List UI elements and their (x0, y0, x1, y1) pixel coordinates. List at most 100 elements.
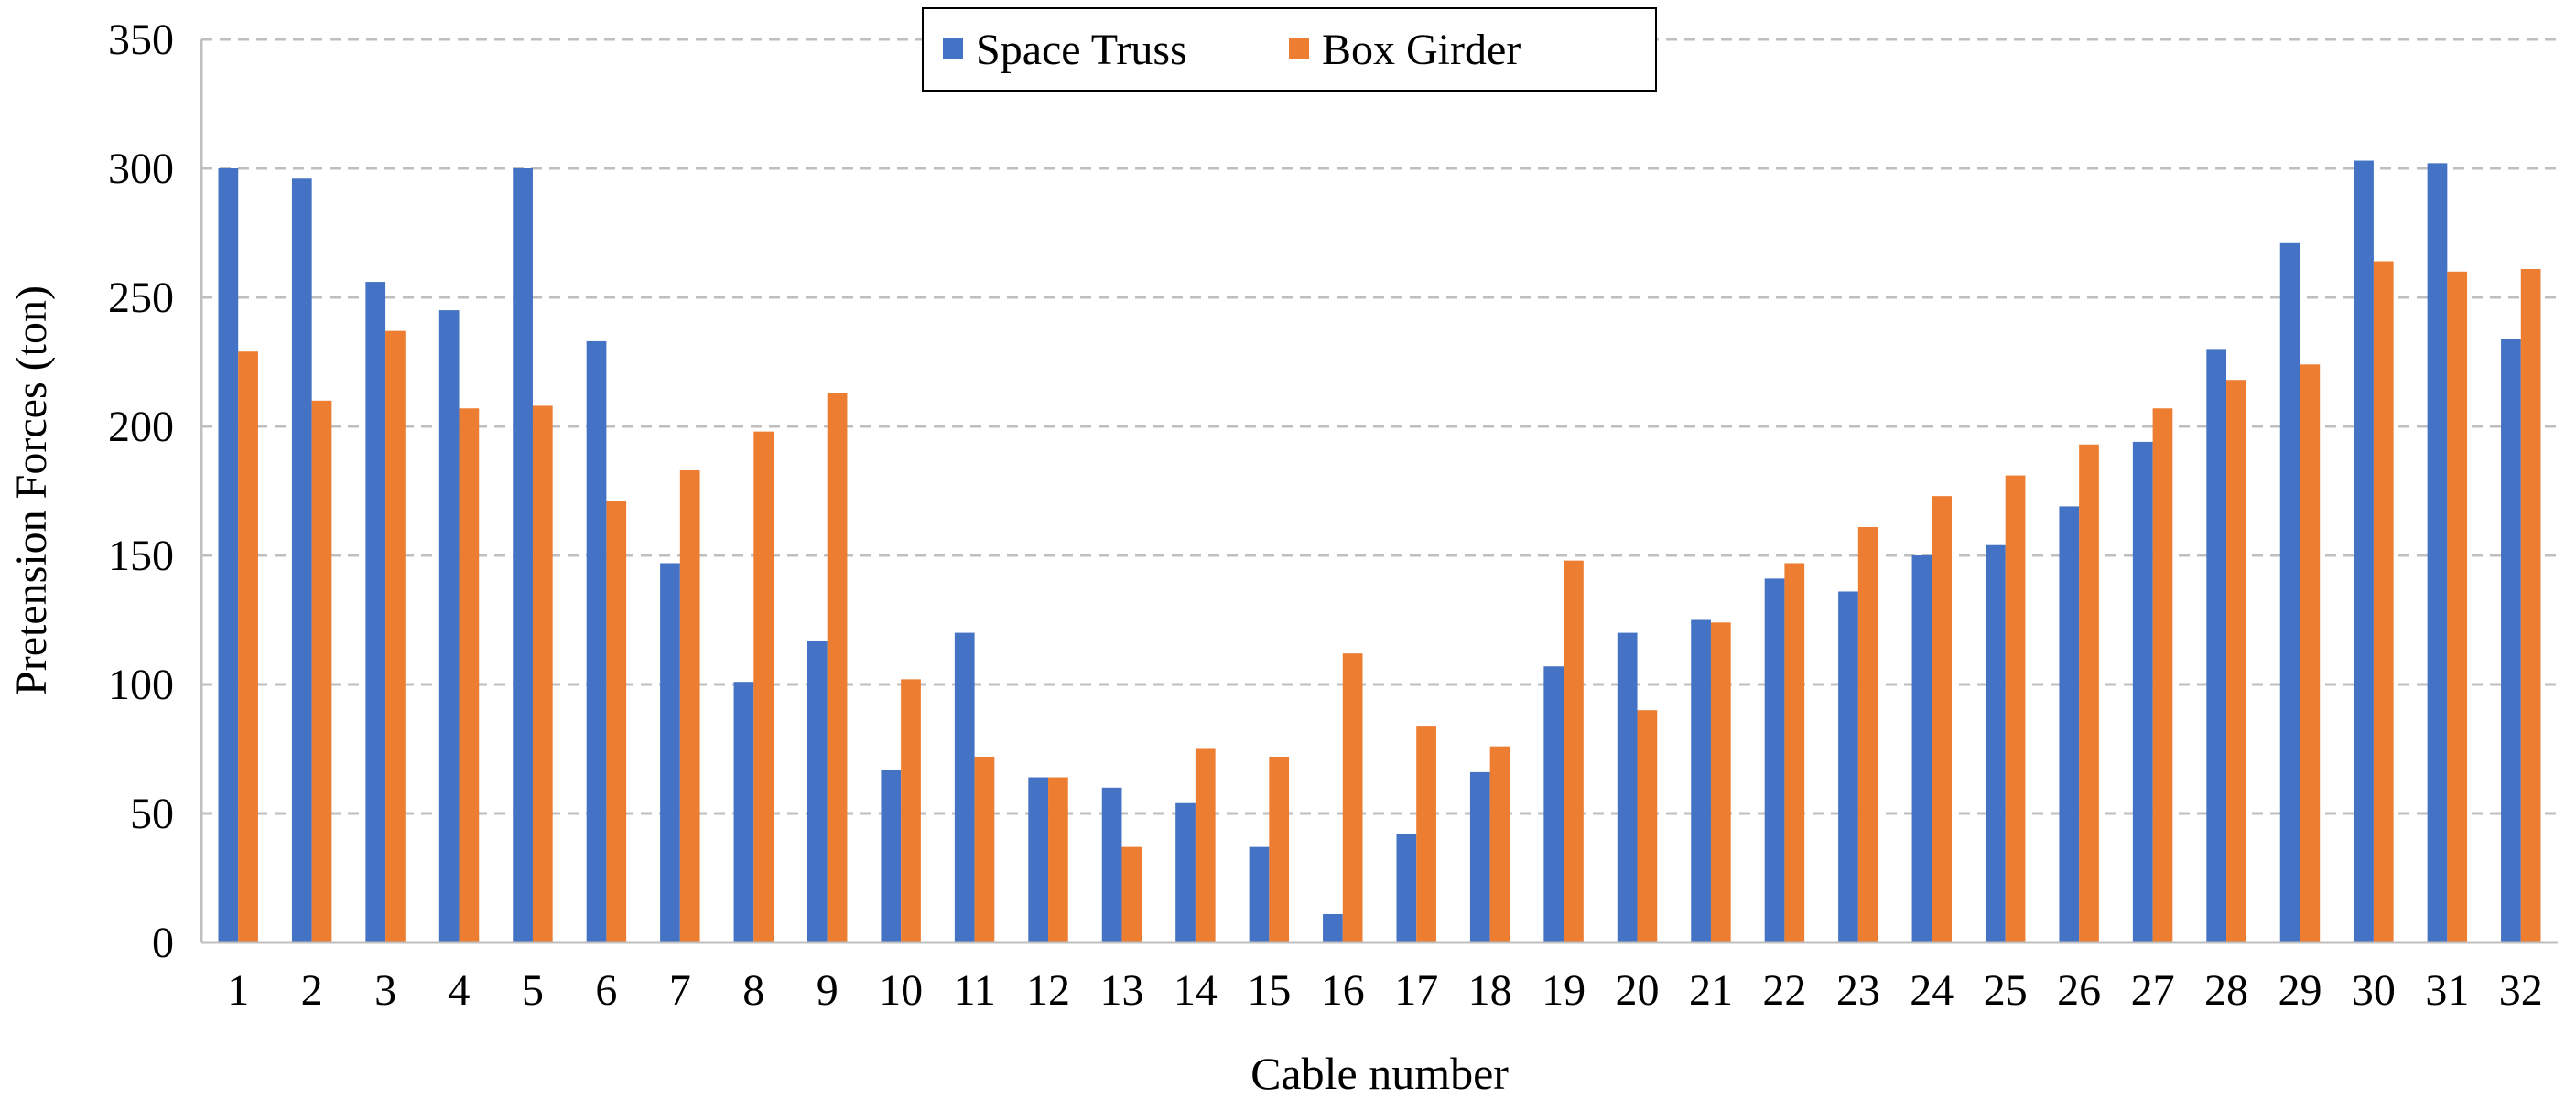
bar-box-girder (1710, 622, 1731, 942)
bar-space-truss (1101, 787, 1122, 942)
bar-box-girder (1489, 746, 1510, 942)
legend-label-box-girder: Box Girder (1322, 26, 1521, 74)
bar-space-truss (1617, 632, 1638, 942)
bar-space-truss (881, 770, 902, 942)
bar-box-girder (1857, 526, 1878, 942)
bar-space-truss (733, 682, 754, 942)
bar-space-truss (1911, 555, 1932, 942)
x-tick-label: 22 (1762, 966, 1806, 1015)
x-tick-label: 4 (449, 966, 471, 1015)
x-tick-label: 10 (879, 966, 923, 1015)
bar-space-truss (1323, 913, 1343, 942)
y-axis-label: Pretension Forces (ton) (7, 285, 56, 695)
bar-space-truss (513, 168, 533, 942)
x-tick-label: 20 (1616, 966, 1660, 1015)
x-tick-label: 15 (1247, 966, 1291, 1015)
bar-space-truss (2206, 349, 2227, 942)
bar-box-girder (1416, 726, 1436, 942)
bar-space-truss (1691, 619, 1711, 942)
bar-space-truss (1249, 846, 1270, 942)
x-tick-label: 32 (2499, 966, 2543, 1015)
x-tick-label: 5 (522, 966, 544, 1015)
x-tick-label: 28 (2204, 966, 2248, 1015)
x-tick-label: 14 (1174, 966, 1218, 1015)
bar-space-truss (1396, 834, 1417, 942)
bar-space-truss (291, 178, 312, 942)
gridlines (201, 38, 2558, 815)
bar-space-truss (1838, 591, 1858, 942)
bar-space-truss (807, 641, 828, 942)
bar-box-girder (1932, 496, 1952, 942)
x-tick-label: 18 (1468, 966, 1512, 1015)
bar-space-truss (1469, 771, 1490, 942)
bar-box-girder (753, 431, 774, 942)
bar-space-truss (365, 282, 386, 943)
y-tick-label: 50 (130, 790, 174, 838)
bar-space-truss (2354, 160, 2374, 943)
y-tick-label: 350 (108, 16, 174, 64)
legend: Space Truss Box Girder (922, 7, 1657, 92)
bar-space-truss (438, 310, 460, 943)
y-tick-label: 200 (108, 403, 174, 451)
x-tick-label: 25 (1984, 966, 2028, 1015)
x-tick-label: 11 (953, 966, 995, 1015)
bar-box-girder (827, 393, 848, 943)
x-tick-label: 12 (1026, 966, 1070, 1015)
bar-box-girder (385, 330, 406, 942)
x-tick-label: 13 (1099, 966, 1143, 1015)
y-tick-label: 300 (108, 145, 174, 193)
bar-box-girder (2300, 364, 2321, 942)
x-tick-label: 3 (374, 966, 396, 1015)
bars (218, 160, 2541, 943)
bar-space-truss (2132, 441, 2153, 942)
x-tick-labels: 1 2 3 4 5 6 7 8 9 10 11 12 13 14 15 16 17 18 19 20 21 22 23 24 2… (227, 966, 2543, 1015)
bar-box-girder (1269, 756, 1290, 942)
bar-space-truss (2059, 506, 2080, 942)
bar-box-girder (1564, 560, 1584, 942)
bar-box-girder (311, 400, 332, 942)
x-tick-label: 8 (742, 966, 764, 1015)
legend-label-space-truss: Space Truss (976, 26, 1187, 74)
x-tick-label: 26 (2057, 966, 2101, 1015)
bar-box-girder (1048, 777, 1068, 942)
bar-box-girder (1195, 748, 1216, 942)
x-axis-label: Cable number (1250, 1048, 1509, 1099)
bar-box-girder (532, 405, 553, 942)
bar-box-girder (679, 469, 700, 942)
legend-swatch-box-girder (1289, 38, 1309, 59)
bar-box-girder (1121, 846, 1142, 942)
x-tick-label: 7 (669, 966, 691, 1015)
bar-space-truss (1764, 578, 1785, 942)
x-tick-label: 2 (301, 966, 323, 1015)
bar-box-girder (2079, 444, 2099, 942)
bar-box-girder (1637, 710, 1658, 942)
bar-box-girder (2226, 380, 2246, 942)
bar-space-truss (2427, 163, 2448, 943)
bar-box-girder (974, 756, 995, 942)
bar-space-truss (1986, 544, 2006, 942)
bar-space-truss (1543, 666, 1564, 942)
bar-space-truss (660, 563, 680, 942)
x-tick-label: 9 (817, 966, 839, 1015)
bar-box-girder (1342, 653, 1363, 942)
x-tick-label: 19 (1542, 966, 1586, 1015)
bar-box-girder (459, 408, 480, 942)
x-tick-label: 24 (1910, 966, 1954, 1015)
x-tick-label: 21 (1689, 966, 1733, 1015)
bar-box-girder (1784, 563, 1805, 942)
bar-box-girder (2152, 408, 2173, 942)
bar-space-truss (218, 168, 239, 942)
bar-box-girder (2520, 268, 2541, 943)
bar-space-truss (1175, 802, 1196, 942)
y-tick-label: 0 (152, 919, 174, 967)
bar-box-girder (2447, 271, 2468, 942)
y-tick-label: 100 (108, 661, 174, 709)
x-tick-label: 1 (227, 966, 249, 1015)
x-tick-label: 16 (1321, 966, 1365, 1015)
x-tick-label: 30 (2352, 966, 2396, 1015)
bar-box-girder (238, 351, 258, 943)
bar-space-truss (1028, 777, 1049, 942)
legend-swatch-space-truss (943, 38, 963, 59)
bar-box-girder (2373, 261, 2394, 942)
